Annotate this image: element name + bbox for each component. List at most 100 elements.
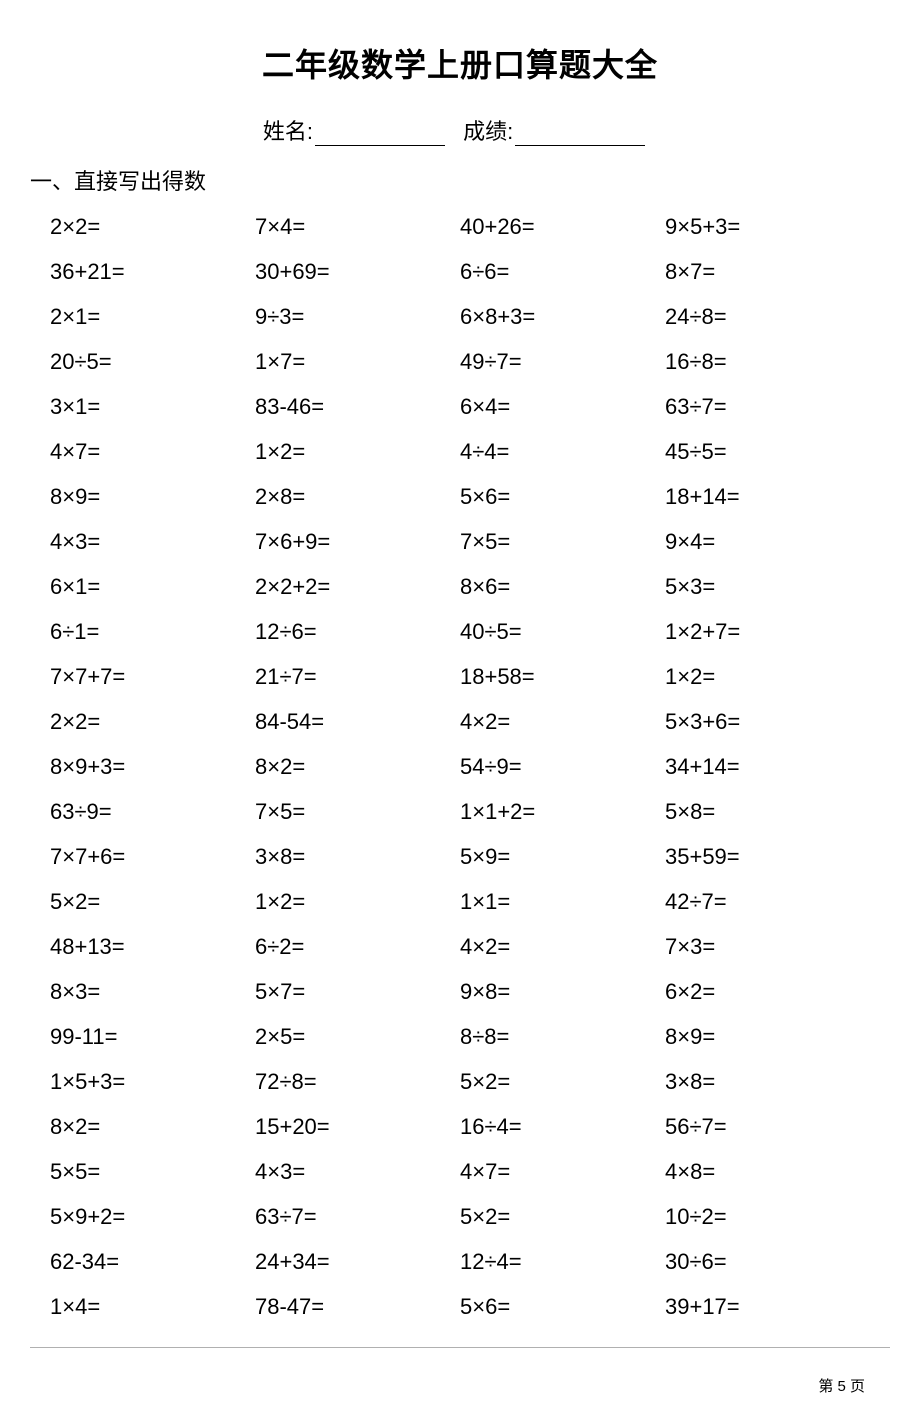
problem-cell: 6×4= [460,384,665,429]
problem-cell: 6÷2= [255,924,460,969]
problem-cell: 7×7+7= [50,654,255,699]
problem-cell: 4×7= [50,429,255,474]
problem-cell: 4×3= [50,519,255,564]
problem-cell: 18+58= [460,654,665,699]
page-title: 二年级数学上册口算题大全 [50,40,870,86]
problem-cell: 9×8= [460,969,665,1014]
problem-cell: 7×5= [255,789,460,834]
problem-cell: 16÷8= [665,339,870,384]
problem-cell: 5×2= [460,1059,665,1104]
problem-cell: 18+14= [665,474,870,519]
problem-cell: 56÷7= [665,1104,870,1149]
problem-cell: 8×2= [50,1104,255,1149]
problem-cell: 3×1= [50,384,255,429]
name-blank [315,124,445,146]
problem-cell: 1×2= [255,429,460,474]
problem-cell: 6×2= [665,969,870,1014]
name-label: 姓名: [263,119,313,144]
problem-cell: 40+26= [460,204,665,249]
problem-grid: 2×2=7×4=40+26=9×5+3=36+21=30+69=6÷6=8×7=… [50,204,870,1329]
problem-cell: 4×8= [665,1149,870,1194]
problem-cell: 5×8= [665,789,870,834]
problem-cell: 63÷9= [50,789,255,834]
problem-cell: 9×5+3= [665,204,870,249]
problem-cell: 7×4= [255,204,460,249]
problem-cell: 21÷7= [255,654,460,699]
problem-cell: 12÷6= [255,609,460,654]
problem-cell: 63÷7= [665,384,870,429]
problem-cell: 5×6= [460,474,665,519]
problem-cell: 8×2= [255,744,460,789]
problem-cell: 84-54= [255,699,460,744]
problem-cell: 35+59= [665,834,870,879]
problem-cell: 16÷4= [460,1104,665,1149]
problem-cell: 24+34= [255,1239,460,1284]
problem-cell: 83-46= [255,384,460,429]
problem-cell: 2×2= [50,204,255,249]
problem-cell: 6÷6= [460,249,665,294]
problem-cell: 15+20= [255,1104,460,1149]
problem-cell: 8÷8= [460,1014,665,1059]
page-divider [30,1347,890,1348]
problem-cell: 6÷1= [50,609,255,654]
problem-cell: 4×3= [255,1149,460,1194]
problem-cell: 4×2= [460,699,665,744]
problem-cell: 2×1= [50,294,255,339]
problem-cell: 5×2= [460,1194,665,1239]
problem-cell: 8×9= [50,474,255,519]
problem-cell: 9×4= [665,519,870,564]
problem-cell: 30+69= [255,249,460,294]
problem-cell: 5×5= [50,1149,255,1194]
problem-cell: 1×2+7= [665,609,870,654]
problem-cell: 1×2= [255,879,460,924]
page-footer: 第 5 页 [818,1375,865,1396]
problem-cell: 6×1= [50,564,255,609]
problem-cell: 1×5+3= [50,1059,255,1104]
problem-cell: 1×1+2= [460,789,665,834]
problem-cell: 1×7= [255,339,460,384]
problem-cell: 7×6+9= [255,519,460,564]
problem-cell: 48+13= [50,924,255,969]
section-heading: 一、直接写出得数 [30,164,870,196]
problem-cell: 78-47= [255,1284,460,1329]
problem-cell: 5×7= [255,969,460,1014]
problem-cell: 4÷4= [460,429,665,474]
problem-cell: 72÷8= [255,1059,460,1104]
problem-cell: 7×5= [460,519,665,564]
problem-cell: 7×7+6= [50,834,255,879]
problem-cell: 40÷5= [460,609,665,654]
problem-cell: 5×9= [460,834,665,879]
problem-cell: 10÷2= [665,1194,870,1239]
problem-cell: 8×9+3= [50,744,255,789]
problem-cell: 2×5= [255,1014,460,1059]
problem-cell: 9÷3= [255,294,460,339]
problem-cell: 63÷7= [255,1194,460,1239]
problem-cell: 2×8= [255,474,460,519]
problem-cell: 42÷7= [665,879,870,924]
problem-cell: 45÷5= [665,429,870,474]
problem-cell: 8×9= [665,1014,870,1059]
problem-cell: 5×9+2= [50,1194,255,1239]
problem-cell: 5×6= [460,1284,665,1329]
problem-cell: 20÷5= [50,339,255,384]
problem-cell: 8×3= [50,969,255,1014]
problem-cell: 5×2= [50,879,255,924]
student-info-line: 姓名: 成绩: [50,114,870,146]
score-blank [515,124,645,146]
problem-cell: 3×8= [665,1059,870,1104]
problem-cell: 49÷7= [460,339,665,384]
problem-cell: 54÷9= [460,744,665,789]
problem-cell: 1×2= [665,654,870,699]
problem-cell: 2×2+2= [255,564,460,609]
problem-cell: 39+17= [665,1284,870,1329]
problem-cell: 34+14= [665,744,870,789]
problem-cell: 30÷6= [665,1239,870,1284]
problem-cell: 99-11= [50,1014,255,1059]
score-label: 成绩: [463,119,513,144]
problem-cell: 36+21= [50,249,255,294]
problem-cell: 24÷8= [665,294,870,339]
problem-cell: 8×6= [460,564,665,609]
problem-cell: 1×1= [460,879,665,924]
problem-cell: 4×2= [460,924,665,969]
problem-cell: 5×3+6= [665,699,870,744]
